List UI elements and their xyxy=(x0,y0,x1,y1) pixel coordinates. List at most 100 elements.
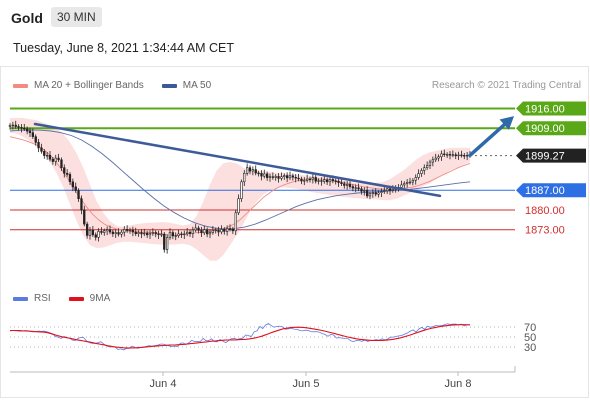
candle xyxy=(48,151,52,162)
candle xyxy=(168,228,172,240)
candle xyxy=(428,159,432,169)
candle xyxy=(408,177,412,185)
candle-body xyxy=(223,229,226,232)
price-label-tag-2 xyxy=(516,148,586,163)
candle xyxy=(320,177,323,186)
report-datetime: Tuesday, June 8, 2021 1:34:44 AM CET xyxy=(13,41,234,55)
candle-body xyxy=(334,180,337,182)
price-label-3: 1887.00 xyxy=(525,185,565,197)
candle xyxy=(54,154,57,166)
legend-label-ma50: MA 50 xyxy=(182,80,212,91)
candle xyxy=(43,149,46,159)
candle-body xyxy=(148,233,152,236)
candle-body xyxy=(445,154,449,156)
candle-body xyxy=(60,159,63,169)
rsi-tick-label: 50 xyxy=(524,332,536,344)
candle xyxy=(340,178,343,186)
candle xyxy=(228,224,232,232)
candle xyxy=(434,153,437,163)
candle-body xyxy=(134,231,137,235)
candle xyxy=(377,190,380,198)
candle xyxy=(157,230,160,240)
candle xyxy=(465,152,469,161)
candle-body xyxy=(408,181,412,184)
candle-body xyxy=(457,154,460,157)
candle-body xyxy=(146,232,149,236)
candle xyxy=(368,191,372,200)
candle-body xyxy=(54,157,57,162)
forecast-arrow-head-icon xyxy=(499,116,514,130)
candle xyxy=(103,228,106,236)
candle-body xyxy=(220,229,223,233)
candle xyxy=(154,230,157,238)
candle xyxy=(174,232,177,241)
candle xyxy=(440,150,443,161)
candle xyxy=(140,229,143,239)
candle xyxy=(345,181,349,190)
x-tick-label: Jun 4 xyxy=(150,378,177,390)
candle-body xyxy=(317,180,320,182)
instrument-title: Gold xyxy=(11,10,43,26)
candle-body xyxy=(294,177,297,179)
candle-body xyxy=(217,229,220,233)
candle-body xyxy=(400,184,403,188)
candle xyxy=(417,169,420,180)
candle-body xyxy=(257,172,260,175)
candle-body xyxy=(191,229,195,235)
candle xyxy=(137,230,140,237)
candle xyxy=(31,128,35,139)
candle-body xyxy=(360,188,363,192)
candle-body xyxy=(383,190,386,192)
candle xyxy=(268,173,272,182)
candle xyxy=(323,175,326,184)
candle xyxy=(280,172,283,181)
candle xyxy=(220,225,223,235)
rsi-legend: RSI 9MA xyxy=(13,293,128,304)
candle-body xyxy=(117,232,120,235)
candle xyxy=(86,221,89,239)
candle-body xyxy=(365,190,369,197)
candle xyxy=(454,152,457,160)
candle-body xyxy=(345,184,349,186)
candle xyxy=(23,123,26,132)
candle-body xyxy=(228,228,232,230)
candle xyxy=(128,227,132,234)
candle xyxy=(317,178,320,185)
candle xyxy=(354,184,357,193)
candle xyxy=(297,173,300,182)
price-label-tag-1 xyxy=(516,121,586,136)
candle xyxy=(203,225,206,236)
candle-body xyxy=(128,229,132,232)
candle-body xyxy=(171,232,175,237)
candle-body xyxy=(20,127,23,129)
candle-body xyxy=(177,233,180,236)
candle-body xyxy=(11,124,15,127)
candle-body xyxy=(17,126,20,128)
candle xyxy=(114,229,117,238)
candle-body xyxy=(425,165,429,168)
candle-body xyxy=(337,180,340,183)
candle xyxy=(214,227,217,234)
candle xyxy=(117,228,120,237)
candle xyxy=(365,186,369,199)
candle xyxy=(97,228,100,242)
candle-body xyxy=(254,169,257,174)
candle-body xyxy=(300,178,303,182)
candle xyxy=(348,180,352,189)
candle xyxy=(94,232,97,241)
candle-body xyxy=(43,151,46,156)
candle-body xyxy=(454,154,457,157)
candle-body xyxy=(437,156,440,159)
timeframe-button[interactable]: 30 MIN xyxy=(51,7,102,27)
candle-body xyxy=(140,232,143,235)
price-label-2: 1899.27 xyxy=(525,151,565,163)
candle xyxy=(263,169,266,179)
legend-item-9ma: 9MA xyxy=(68,293,110,304)
candle xyxy=(83,205,86,227)
candle xyxy=(383,186,386,194)
candle xyxy=(448,151,452,160)
candle-body xyxy=(151,232,155,234)
candle xyxy=(71,178,75,192)
candle-body xyxy=(297,177,300,180)
candle-body xyxy=(374,192,377,195)
